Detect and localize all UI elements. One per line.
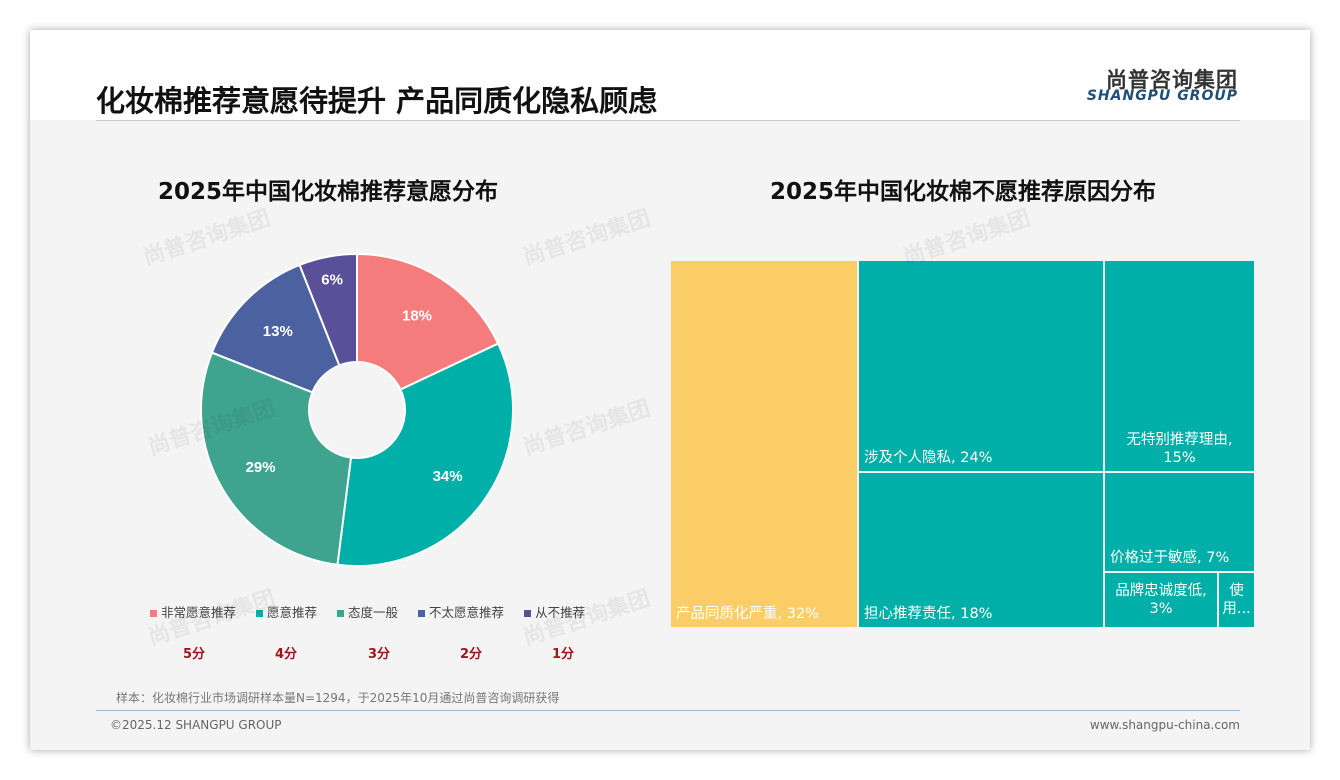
logo-en: SHANGPU GROUP bbox=[1086, 88, 1238, 104]
treemap-label: 无特别推荐理由, 15% bbox=[1126, 431, 1233, 466]
pie-data-label: 6% bbox=[321, 271, 343, 288]
legend-item: 从不推荐 bbox=[524, 602, 585, 621]
logo-cn: 尚普咨询集团 bbox=[1106, 68, 1238, 92]
footer-copyright: ©2025.12 SHANGPU GROUP bbox=[110, 718, 282, 732]
treemap-tile: 担心推荐责任, 18% bbox=[858, 472, 1104, 628]
score-label: 3分 bbox=[368, 647, 391, 662]
divider bbox=[96, 120, 1240, 121]
legend-item: 不太愿意推荐 bbox=[418, 602, 504, 621]
pie-data-label: 34% bbox=[433, 468, 463, 485]
legend-item: 非常愿意推荐 bbox=[150, 602, 236, 621]
pie-slice bbox=[356, 252, 500, 391]
pie-slice bbox=[336, 342, 514, 567]
pie-slice bbox=[200, 351, 353, 566]
legend-item: 愿意推荐 bbox=[256, 602, 317, 621]
treemap-tile: 无特别推荐理由, 15% bbox=[1104, 260, 1255, 472]
legend-label: 态度一般 bbox=[348, 605, 399, 620]
legend-swatch bbox=[418, 610, 426, 617]
page-title: 化妆棉推荐意愿待提升 产品同质化隐私顾虑 bbox=[96, 84, 658, 118]
slide: 化妆棉推荐意愿待提升 产品同质化隐私顾虑 尚普咨询集团 SHANGPU GROU… bbox=[30, 30, 1310, 750]
header-band bbox=[30, 30, 1310, 120]
treemap-title: 2025年中国化妆棉不愿推荐原因分布 bbox=[770, 179, 1157, 205]
pie-legend: 非常愿意推荐 愿意推荐 态度一般 不太愿意推荐 从不推荐 bbox=[150, 602, 585, 621]
legend-label: 愿意推荐 bbox=[267, 605, 318, 620]
pie-data-label: 18% bbox=[402, 307, 432, 324]
pie-data-label: 13% bbox=[263, 323, 293, 340]
pie-slice bbox=[298, 252, 358, 367]
legend-swatch bbox=[337, 610, 345, 617]
legend-label: 不太愿意推荐 bbox=[429, 605, 505, 620]
treemap-label: 使用... bbox=[1222, 582, 1251, 617]
pie-title: 2025年中国化妆棉推荐意愿分布 bbox=[158, 179, 499, 205]
legend-item: 态度一般 bbox=[337, 602, 398, 621]
legend-swatch bbox=[256, 610, 264, 617]
treemap-label: 涉及个人隐私, 24% bbox=[864, 449, 993, 466]
legend-label: 从不推荐 bbox=[535, 605, 586, 620]
score-label: 1分 bbox=[552, 647, 575, 662]
treemap-label: 担心推荐责任, 18% bbox=[864, 605, 993, 622]
pie-slice bbox=[210, 263, 341, 394]
legend-swatch bbox=[150, 610, 157, 617]
treemap-label: 价格过于敏感, 7% bbox=[1110, 549, 1230, 566]
footer-divider bbox=[96, 710, 1240, 711]
treemap-tile: 产品同质化严重, 32% bbox=[670, 260, 858, 628]
treemap-tile: 涉及个人隐私, 24% bbox=[858, 260, 1104, 472]
treemap-tile: 品牌忠诚度低, 3% bbox=[1104, 572, 1218, 628]
legend-swatch bbox=[524, 610, 532, 617]
treemap-label: 品牌忠诚度低, 3% bbox=[1115, 582, 1207, 617]
sample-note: 样本：化妆棉行业市场调研样本量N=1294，于2025年10月通过尚普咨询调研获… bbox=[116, 691, 560, 705]
treemap-label: 产品同质化严重, 32% bbox=[676, 605, 819, 622]
treemap-tile: 价格过于敏感, 7% bbox=[1104, 472, 1255, 572]
score-label: 5分 bbox=[183, 647, 206, 662]
treemap-tile: 使用... bbox=[1218, 572, 1255, 628]
score-label: 4分 bbox=[275, 647, 298, 662]
donut-chart: 18% 34% 29% 13% 6% bbox=[200, 252, 514, 567]
footer-url: www.shangpu-china.com bbox=[1089, 718, 1240, 732]
pie-data-label: 29% bbox=[246, 459, 276, 476]
legend-label: 非常愿意推荐 bbox=[161, 605, 237, 620]
score-label: 2分 bbox=[460, 647, 483, 662]
